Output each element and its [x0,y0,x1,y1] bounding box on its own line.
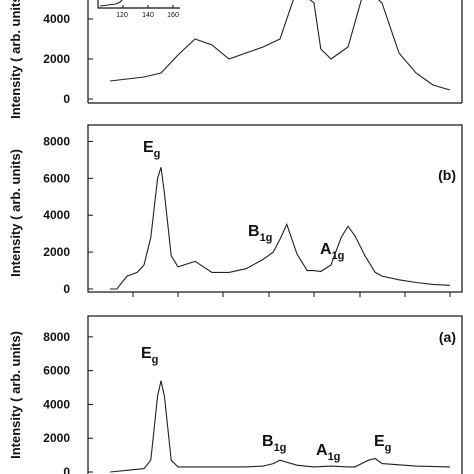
panel-b-x-ticks [132,292,451,297]
panel-a-y-ticks: 0 2000 4000 6000 8000 [43,330,93,474]
peak-label-eg: Eg [141,345,158,366]
panel-b-y-ticks: 0 2000 4000 6000 8000 [43,134,93,296]
y-tick-label: 8000 [43,330,70,344]
y-tick-label: 4000 [43,397,70,411]
panel-label-b: (b) [438,167,456,183]
y-tick-label: 6000 [43,171,70,185]
ylabel-a: Intensity ( arb. units) [8,331,23,459]
peak-label-a1g: A1g [316,442,340,463]
ylabel-top: Intensity ( arb. units) [8,0,23,119]
peak-label-a1g: A1g [320,241,344,262]
inset-curve [99,0,123,7]
panel-b-frame [87,124,463,293]
inset-tick-label: 140 [142,12,154,19]
peak-label-b1g: B1g [262,433,286,454]
spectrum-line-top [109,0,451,91]
y-tick-label: 4000 [43,12,70,26]
inset-axis [97,0,180,9]
peak-label-eg-2: Eg [374,433,391,454]
y-tick-label: 2000 [43,431,70,445]
panel-a: Intensity ( arb. units) 0 2000 4000 6000 800… [8,315,463,474]
panel-label-a: (a) [439,329,456,345]
y-tick-label: 6000 [43,364,70,378]
y-tick-label: 0 [63,282,70,296]
peak-label-eg: Eg [143,139,160,160]
y-tick-label: 0 [63,465,70,474]
panel-b: Intensity ( arb. units) 0 2000 4000 6000 800… [8,124,463,297]
inset-tick-label: 120 [116,12,128,19]
y-tick-label: 2000 [43,245,70,259]
panel-top: Intensity ( arb. units) 0 2000 4000 120 14… [8,0,463,119]
panel-top-y-ticks: 0 2000 4000 [43,12,93,106]
y-tick-label: 8000 [43,134,70,148]
inset-tick-label: 160 [167,12,179,19]
panel-a-frame [87,315,463,474]
spectrum-line-b [110,167,451,290]
peak-label-b1g: B1g [248,223,272,244]
y-tick-label: 4000 [43,208,70,222]
y-tick-label: 0 [63,92,70,106]
inset-box: 120 140 160 [97,0,180,19]
spectrum-line-a [109,380,451,473]
y-tick-label: 2000 [43,52,70,66]
ylabel-b: Intensity ( arb. units) [8,149,23,277]
